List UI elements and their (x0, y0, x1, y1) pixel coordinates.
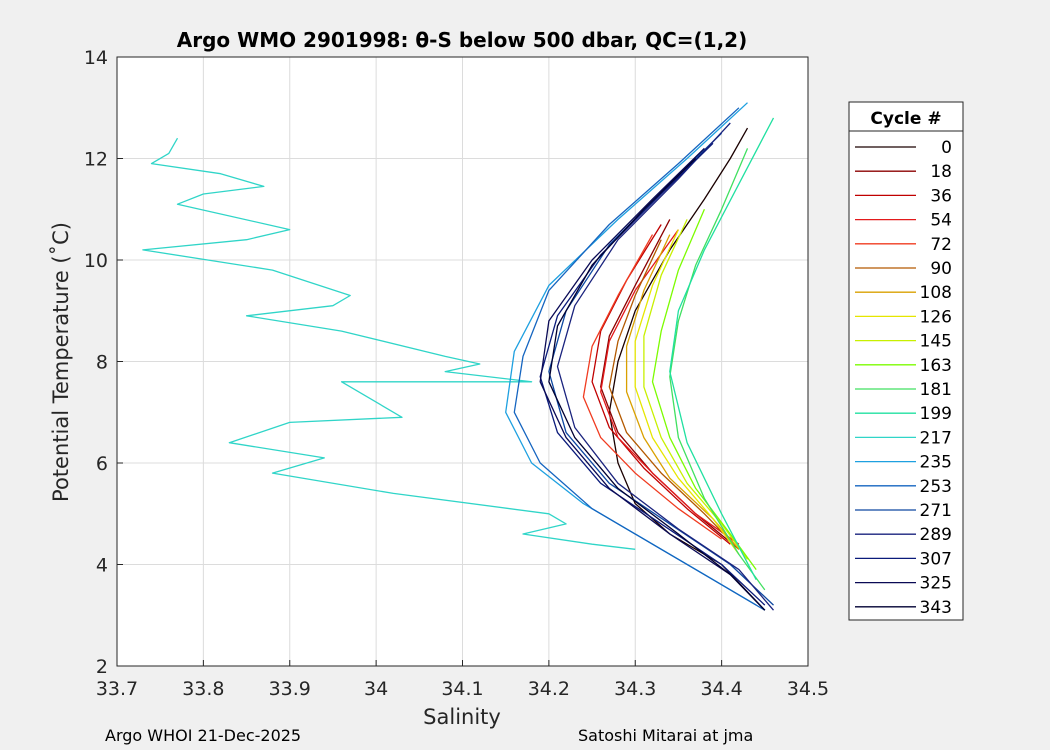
series-line-cycle-289 (556, 122, 774, 611)
y-tick-label: 12 (84, 149, 108, 171)
chart-title: Argo WMO 2901998: θ-S below 500 dbar, QC… (177, 28, 747, 52)
legend-label-181: 181 (920, 380, 952, 400)
y-tick-label: 2 (96, 656, 108, 678)
legend-label-271: 271 (920, 501, 952, 521)
series-line-cycle-72 (582, 234, 722, 540)
series-line-cycle-217 (142, 137, 636, 550)
legend-label-72: 72 (930, 235, 952, 255)
legend: Cycle # 0 18 36 54 72 90 108 126 145 163 181 199 217… (848, 101, 964, 621)
y-tick-label: 10 (84, 250, 108, 272)
legend-label-36: 36 (930, 186, 952, 206)
series-line-cycle-253 (513, 107, 766, 611)
legend-label-235: 235 (920, 453, 952, 473)
series-layer (142, 102, 775, 611)
legend-label-90: 90 (930, 259, 952, 279)
legend-label-126: 126 (920, 307, 952, 327)
series-line-cycle-126 (634, 229, 740, 555)
series-line-cycle-181 (669, 148, 766, 591)
x-axis-label: Salinity (423, 705, 501, 729)
series-line-cycle-163 (651, 209, 757, 570)
footer-left-credit: Argo WHOI 21-Dec-2025 (105, 726, 302, 745)
legend-label-343: 343 (920, 598, 952, 618)
legend-label-0: 0 (941, 138, 952, 158)
legend-label-307: 307 (920, 549, 952, 569)
y-axis-label: Potential Temperature (˚C) (49, 222, 73, 502)
x-tick-label: 34.1 (441, 678, 483, 700)
legend-label-163: 163 (920, 356, 952, 376)
series-line-cycle-325 (539, 147, 766, 611)
legend-label-145: 145 (920, 332, 952, 352)
series-line-cycle-54 (600, 229, 740, 545)
x-tick-label: 34.5 (787, 678, 829, 700)
grid (117, 57, 808, 666)
x-tick-label: 33.9 (269, 678, 311, 700)
series-line-cycle-199 (669, 117, 775, 581)
y-tick-label: 14 (84, 47, 108, 69)
legend-label-289: 289 (920, 525, 952, 545)
series-line-cycle-90 (608, 239, 740, 550)
footer-right-credit: Satoshi Mitarai at jma (578, 726, 754, 745)
legend-label-18: 18 (930, 162, 952, 182)
y-tick-label: 4 (96, 555, 108, 577)
series-line-cycle-108 (625, 234, 740, 550)
series-line-cycle-343 (548, 158, 766, 611)
x-tick-label: 33.7 (96, 678, 138, 700)
legend-entries: 0 18 36 54 72 90 108 126 145 163 181 199 217 235 253 27… (855, 138, 952, 618)
legend-label-199: 199 (920, 404, 952, 424)
x-tick-label: 34.4 (700, 678, 742, 700)
legend-label-54: 54 (930, 211, 952, 231)
legend-label-108: 108 (920, 283, 952, 303)
y-tick-label: 8 (96, 352, 108, 374)
y-tick-label: 6 (96, 453, 108, 475)
legend-label-253: 253 (920, 477, 952, 497)
x-tick-label: 33.8 (182, 678, 224, 700)
x-tick-label: 34 (364, 678, 388, 700)
legend-label-217: 217 (920, 428, 952, 448)
x-tick-label: 34.2 (528, 678, 570, 700)
ticks: 33.7 33.8 33.9 34 34.1 34.2 34.3 34.4 34.5 2 4 6 8 10… (84, 47, 829, 700)
legend-title: Cycle # (870, 109, 941, 129)
x-tick-label: 34.3 (614, 678, 656, 700)
legend-label-325: 325 (920, 574, 952, 594)
